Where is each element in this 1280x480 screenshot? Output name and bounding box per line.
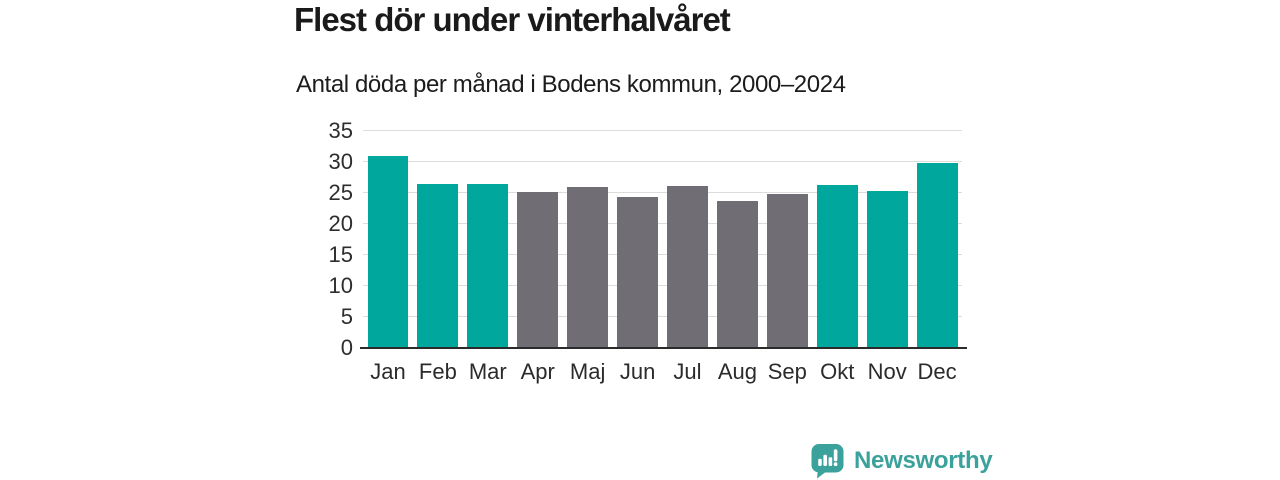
bar-slot-feb [413,131,463,348]
bar-feb [417,183,459,348]
x-axis-label-jan: Jan [370,359,406,384]
bar-slot-nov [862,131,912,348]
bar-sep [766,193,808,348]
bar-slot-dec [912,131,962,348]
bar-mar [467,183,509,348]
bar-apr [517,192,559,348]
bar-jun [617,196,659,348]
x-axis-label-aug: Aug [717,359,757,384]
chart-title: Flest dör under vinterhalvåret [294,1,731,38]
y-axis-tick-label: 20 [328,211,353,236]
bar-dec [916,163,958,348]
y-axis-tick-label: 15 [328,241,353,267]
bar-series [363,131,962,348]
bar-nov [866,190,908,348]
bar-slot-okt [812,131,862,348]
bar-okt [816,184,858,348]
x-axis-label-mar: Mar [468,359,507,384]
bar-slot-jun [613,131,663,348]
gridline-15 [363,253,962,255]
y-axis-tick-label: 5 [340,304,353,329]
x-axis-label-sep: Sep [767,359,807,384]
x-axis-label-jun: Jun [619,359,656,384]
bar-jul [667,185,708,348]
bar-slot-apr [513,131,563,348]
gridline-35 [363,130,962,131]
newsworthy-wordmark: Newsworthy [854,447,993,474]
bar-slot-sep [762,131,812,348]
y-axis-tick-label: 30 [328,148,353,174]
gridline-30 [363,160,962,162]
y-axis-tick-label: 0 [340,335,353,360]
bar-slot-maj [563,131,613,348]
y-axis-tick-label: 10 [328,273,353,298]
gridline-5 [363,316,962,317]
x-axis-label-nov: Nov [867,359,907,384]
chart-subtitle: Antal döda per månad i Bodens kommun, 20… [296,71,846,98]
bar-slot-mar [463,131,513,348]
bar-maj [567,186,609,348]
bar-jan [367,155,409,348]
x-axis-label-apr: Apr [520,359,555,384]
bar-chart-speech-bubble-icon [811,444,844,479]
x-axis-label-feb: Feb [418,359,457,384]
y-axis-tick-label: 35 [328,118,353,143]
x-axis-labels: Jan Feb Mar Apr Maj Jun Jul Aug Sep Okt Nov Dec [363,359,962,385]
plot-area: 0 5 10 15 20 25 30 35 [329,120,962,359]
newsworthy-logo: Newsworthy [810,443,993,479]
x-axis-line [360,347,967,349]
x-axis-label-okt: Okt [820,359,855,384]
x-axis-label-dec: Dec [917,359,957,384]
gridline-10 [363,285,962,286]
x-axis-label-maj: Maj [569,359,606,384]
bar-slot-jan [363,131,413,348]
gridline-25 [363,191,962,193]
gridline-20 [363,223,962,224]
bar-slot-jul [663,131,713,348]
bar-slot-aug [712,131,762,348]
x-axis-label-jul: Jul [673,359,702,384]
y-axis-tick-label: 25 [328,179,353,205]
bar-aug [716,201,758,348]
